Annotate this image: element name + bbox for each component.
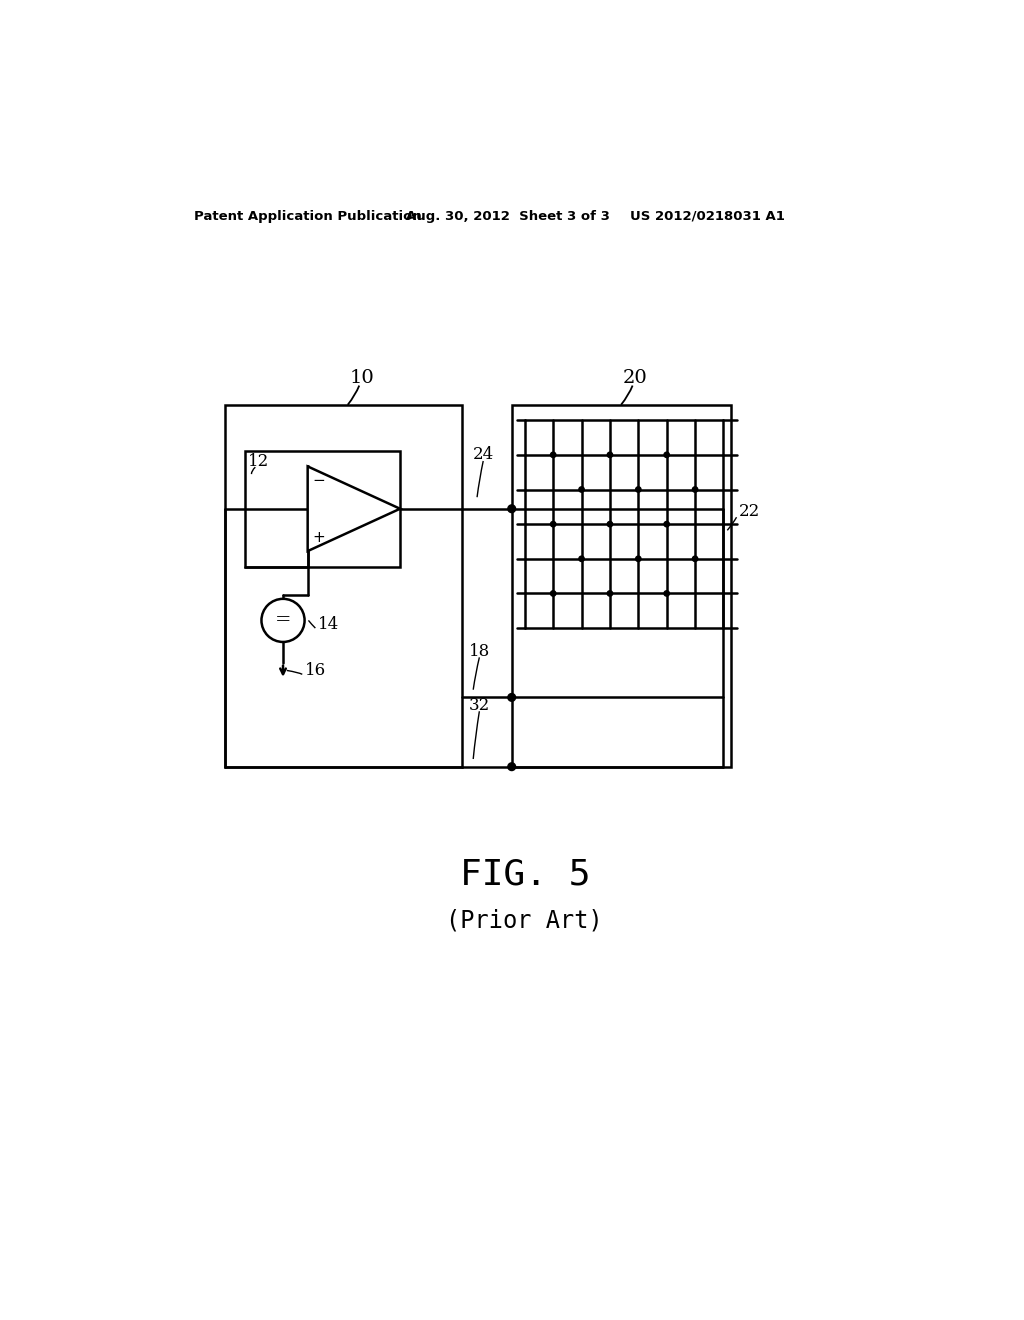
Circle shape bbox=[636, 556, 641, 561]
Polygon shape bbox=[307, 466, 400, 552]
Circle shape bbox=[508, 763, 515, 771]
Circle shape bbox=[261, 599, 304, 642]
Text: (Prior Art): (Prior Art) bbox=[446, 908, 603, 933]
Text: +: + bbox=[313, 529, 326, 545]
Circle shape bbox=[607, 453, 612, 458]
Text: 22: 22 bbox=[739, 503, 760, 520]
Text: Aug. 30, 2012  Sheet 3 of 3: Aug. 30, 2012 Sheet 3 of 3 bbox=[407, 210, 610, 223]
Circle shape bbox=[664, 453, 670, 458]
Text: 12: 12 bbox=[248, 453, 269, 470]
Circle shape bbox=[508, 693, 515, 701]
Text: FIG. 5: FIG. 5 bbox=[460, 858, 590, 891]
Circle shape bbox=[579, 487, 585, 492]
Circle shape bbox=[551, 591, 556, 597]
Circle shape bbox=[664, 521, 670, 527]
Text: −: − bbox=[313, 473, 326, 488]
Circle shape bbox=[551, 521, 556, 527]
Text: US 2012/0218031 A1: US 2012/0218031 A1 bbox=[630, 210, 784, 223]
Bar bbox=[512, 405, 731, 767]
Text: 10: 10 bbox=[349, 368, 374, 387]
Circle shape bbox=[636, 487, 641, 492]
Circle shape bbox=[664, 591, 670, 597]
Text: 24: 24 bbox=[473, 446, 494, 463]
Circle shape bbox=[692, 556, 697, 561]
Circle shape bbox=[607, 521, 612, 527]
Text: 32: 32 bbox=[469, 697, 490, 714]
Circle shape bbox=[692, 487, 697, 492]
Text: 20: 20 bbox=[623, 368, 647, 387]
Circle shape bbox=[508, 504, 515, 512]
Bar bbox=[224, 405, 462, 767]
Text: 16: 16 bbox=[304, 661, 326, 678]
Circle shape bbox=[551, 453, 556, 458]
Text: 18: 18 bbox=[469, 643, 490, 660]
Circle shape bbox=[579, 556, 585, 561]
Bar bbox=[245, 451, 400, 566]
Text: 14: 14 bbox=[317, 615, 339, 632]
Text: =: = bbox=[274, 611, 291, 630]
Text: Patent Application Publication: Patent Application Publication bbox=[194, 210, 422, 223]
Circle shape bbox=[607, 591, 612, 597]
